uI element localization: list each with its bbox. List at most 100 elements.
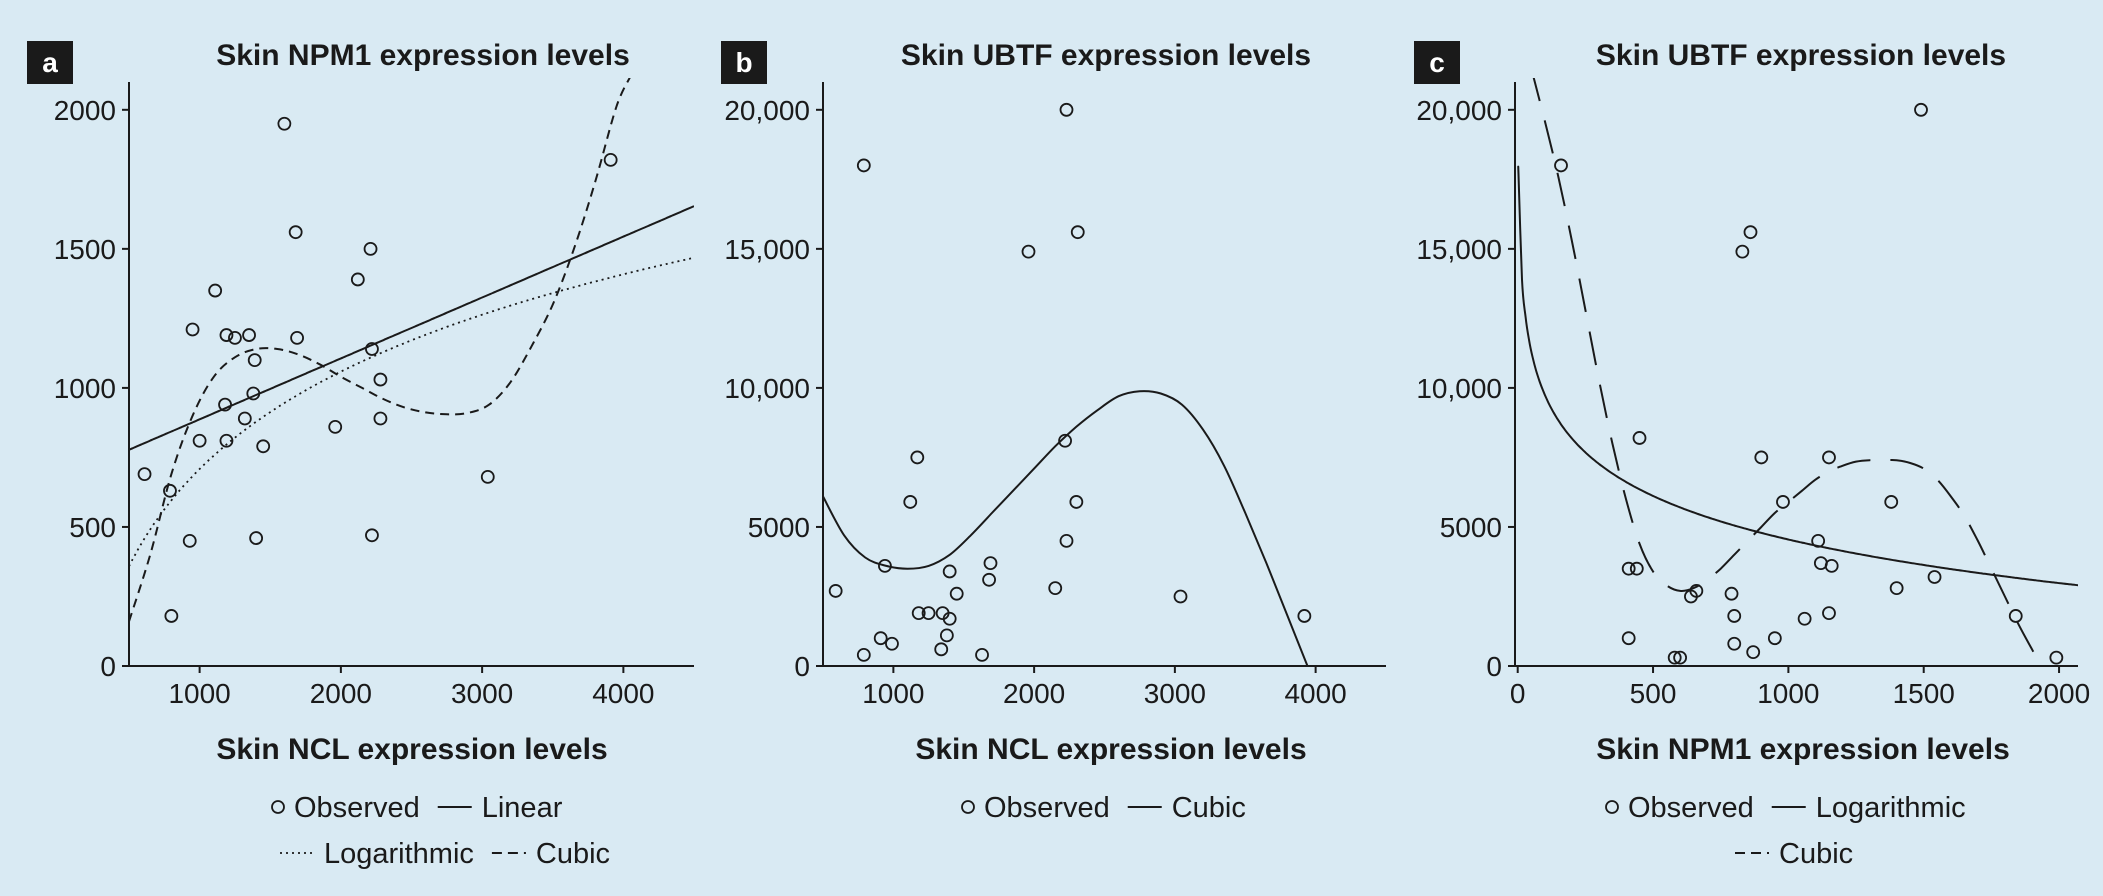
legend-label-observed: Observed: [984, 792, 1110, 824]
data-point: [873, 631, 888, 646]
x-axis-label: Skin NPM1 expression levels: [1596, 733, 2010, 766]
data-point: [982, 572, 996, 587]
data-point: [856, 158, 871, 173]
x-axis-label: Skin NCL expression levels: [216, 733, 607, 766]
x-axis-label: Skin NCL expression levels: [915, 733, 1306, 766]
data-point: [1914, 102, 1928, 117]
data-point: [1735, 244, 1750, 259]
data-point: [1021, 244, 1036, 259]
y-tick-label: 0: [1486, 651, 1502, 682]
data-point: [1727, 609, 1742, 623]
x-tick-label: 4000: [592, 678, 654, 709]
observed-points: [828, 102, 1312, 662]
legend-label-logarithmic: Logarithmic: [324, 838, 474, 870]
y-tick-label: 15,000: [1416, 234, 1502, 265]
data-point: [603, 152, 618, 167]
data-point: [288, 225, 303, 240]
legend-symbol-observed: [961, 800, 975, 814]
data-point: [1824, 558, 1839, 573]
x-tick-label: 0: [1510, 678, 1526, 709]
data-point: [1797, 611, 1812, 626]
fit-line-cubic: [129, 78, 631, 622]
chart-title: Skin UBTF expression levels: [901, 39, 1311, 72]
data-point: [1621, 561, 1636, 576]
data-point: [228, 330, 242, 345]
x-tick-label: 3000: [451, 678, 513, 709]
panel-b: b Skin UBTF expression levels 1000 2000 3000…: [721, 39, 1386, 824]
data-point: [903, 495, 918, 509]
data-point: [219, 328, 234, 342]
fit-lines: [823, 390, 1309, 666]
data-point: [1070, 225, 1085, 240]
data-point: [1727, 636, 1742, 651]
x-tick-label: 500: [1630, 678, 1677, 709]
data-point: [856, 647, 871, 662]
data-point: [328, 419, 343, 434]
data-point: [365, 342, 379, 356]
y-tick-label: 10,000: [724, 373, 810, 404]
data-point: [277, 116, 292, 131]
data-point: [1884, 495, 1899, 509]
x-tick-label: 1000: [168, 678, 230, 709]
data-point: [1746, 645, 1761, 659]
data-point: [828, 584, 843, 598]
y-tick-label: 15,000: [724, 234, 810, 265]
panel-label-box: [27, 41, 73, 84]
x-tick-label: 2000: [1003, 678, 1065, 709]
data-point: [208, 283, 223, 298]
observed-points: [1554, 102, 2064, 665]
chart-title: Skin UBTF expression levels: [1596, 39, 2006, 72]
legend-label-cubic: Cubic: [1172, 792, 1246, 824]
y-tick-label: 1000: [54, 373, 116, 404]
data-point: [182, 533, 197, 548]
legend-label-linear: Linear: [482, 792, 563, 824]
fit-line-logarithmic: [129, 256, 694, 567]
x-tick-label: 2000: [310, 678, 372, 709]
data-point: [1822, 606, 1836, 621]
data-point: [290, 330, 304, 345]
panel-label: c: [1429, 47, 1445, 78]
legend-label-logarithmic: Logarithmic: [1816, 792, 1966, 824]
data-point: [1822, 450, 1836, 465]
data-point: [921, 606, 936, 621]
data-point: [1059, 533, 1074, 548]
data-point: [1767, 631, 1782, 646]
x-tick-label: 1000: [1757, 678, 1819, 709]
fit-line-logarithmic: [1517, 165, 2078, 587]
y-tick-label: 500: [69, 512, 116, 543]
data-point: [1058, 433, 1072, 448]
data-point: [942, 564, 957, 579]
y-tick-label: 20,000: [724, 95, 810, 126]
data-point: [1724, 586, 1739, 601]
legend-symbol-observed: [1605, 800, 1619, 814]
x-tick-label: 4000: [1284, 678, 1346, 709]
panel-a: a Skin NPM1 expression levels 1000 2000 3000…: [27, 39, 694, 870]
data-point: [939, 628, 954, 643]
data-point: [192, 433, 207, 448]
data-point: [1629, 561, 1644, 576]
panel-label-box: [721, 41, 767, 84]
data-point: [373, 411, 388, 426]
y-tick-label: 10,000: [1416, 373, 1502, 404]
data-point: [1667, 650, 1682, 665]
data-point: [164, 609, 179, 623]
x-tick-label: 1000: [862, 678, 924, 709]
data-point: [942, 611, 957, 626]
panel-c: c Skin UBTF expression levels 0 500 1000 1500…: [1414, 39, 2090, 870]
data-point: [1776, 495, 1790, 509]
data-point: [934, 642, 949, 657]
x-tick-label: 3000: [1144, 678, 1206, 709]
data-point: [365, 528, 379, 543]
chart-title: Skin NPM1 expression levels: [216, 39, 630, 72]
data-point: [163, 483, 177, 498]
data-point: [949, 586, 964, 601]
data-point: [185, 322, 200, 337]
legend-label-observed: Observed: [294, 792, 420, 824]
data-point: [1754, 450, 1769, 465]
data-point: [1743, 225, 1758, 240]
data-point: [363, 241, 378, 256]
fit-line-cubic: [823, 390, 1309, 666]
panel-label: a: [42, 47, 58, 78]
data-point: [885, 636, 899, 651]
data-point: [256, 439, 271, 454]
